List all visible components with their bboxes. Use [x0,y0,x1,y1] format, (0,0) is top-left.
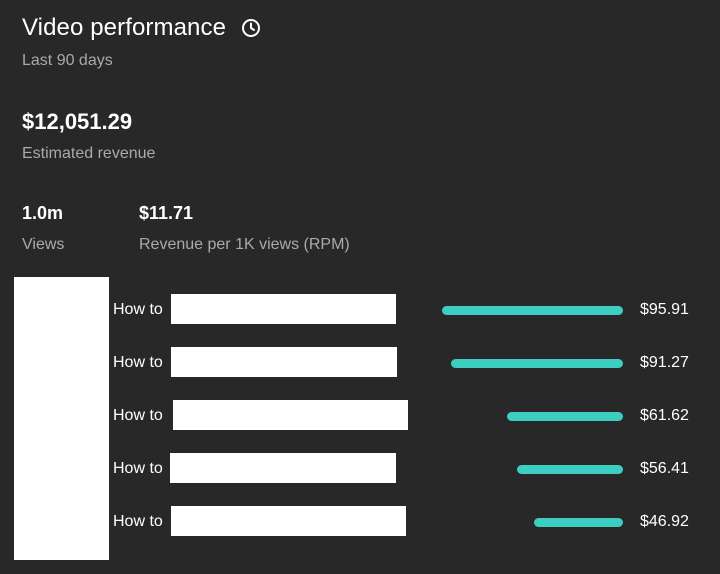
history-clock-icon[interactable] [240,17,262,39]
title-redaction [171,506,406,536]
rpm-label: Revenue per 1K views (RPM) [139,236,350,253]
video-title[interactable]: How to [113,460,163,477]
video-revenue-value: $91.27 [640,354,689,371]
estimated-revenue-label: Estimated revenue [22,145,156,162]
video-row[interactable]: How to $95.91 [0,290,720,330]
video-revenue-value: $46.92 [640,513,689,530]
card-title: Video performance [22,14,227,41]
video-row[interactable]: How to $46.92 [0,502,720,542]
views-label: Views [22,236,65,253]
rpm-metric: $11.71 Revenue per 1K views (RPM) [139,203,350,254]
video-title[interactable]: How to [113,301,163,318]
video-title[interactable]: How to [113,513,163,530]
video-title[interactable]: How to [113,407,163,424]
video-row[interactable]: How to $56.41 [0,449,720,489]
views-value: 1.0m [22,203,64,223]
title-redaction [170,453,396,483]
revenue-bar [507,412,623,421]
views-metric: 1.0m Views [22,203,64,254]
title-row: Video performance [22,14,262,42]
revenue-bar [451,359,623,368]
title-redaction [171,294,396,324]
date-range-label: Last 90 days [22,52,113,69]
title-redaction [171,347,397,377]
estimated-revenue-value: $12,051.29 [22,109,133,134]
revenue-bar [442,306,623,315]
thumbnails-redacted [14,277,109,560]
video-revenue-value: $56.41 [640,460,689,477]
revenue-bar [534,518,623,527]
rpm-value: $11.71 [139,203,194,223]
video-revenue-value: $95.91 [640,301,689,318]
revenue-bar [517,465,623,474]
video-row[interactable]: How to $61.62 [0,396,720,436]
video-title[interactable]: How to [113,354,163,371]
video-revenue-value: $61.62 [640,407,689,424]
title-redaction [173,400,408,430]
video-row[interactable]: How to $91.27 [0,343,720,383]
